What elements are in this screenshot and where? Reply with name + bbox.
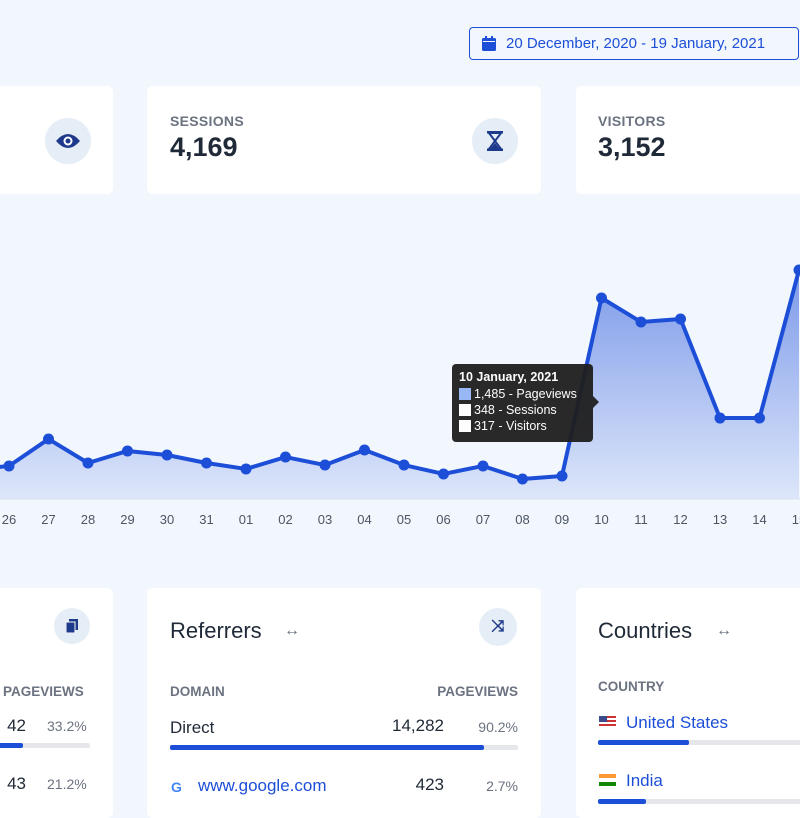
data-point (517, 473, 528, 484)
domain-header: DOMAIN (170, 684, 225, 699)
x-tick-label: 31 (199, 512, 213, 527)
referrer-link[interactable]: www.google.com (198, 776, 327, 796)
pageviews-header: PAGEVIEWS (437, 684, 518, 699)
expand-icon[interactable]: ↔ (284, 622, 300, 640)
x-tick-label: 28 (81, 512, 95, 527)
data-point (83, 457, 94, 468)
data-point (794, 264, 800, 275)
x-tick-label: 26 (2, 512, 16, 527)
pages-card: PAGEVIEWS 42 33.2% 43 21.2% (0, 588, 113, 818)
data-point (201, 457, 212, 468)
us-flag-icon (599, 716, 616, 728)
data-point (478, 460, 489, 471)
country-bar (598, 740, 800, 745)
data-point (122, 445, 133, 456)
referrer-pct: 2.7% (486, 778, 518, 794)
x-tick-label: 04 (357, 512, 371, 527)
data-point (280, 452, 291, 463)
referrer-bar (170, 745, 518, 750)
data-point (399, 460, 410, 471)
referrer-count: 14,282 (392, 716, 444, 736)
india-flag-icon (599, 774, 616, 786)
data-point (241, 463, 252, 474)
pageviews-chart (0, 0, 800, 540)
x-tick-label: 27 (41, 512, 55, 527)
tooltip-row: 348 - Sessions (474, 402, 557, 418)
x-tick-label: 30 (160, 512, 174, 527)
page-count: 42 (0, 716, 26, 736)
data-point (675, 313, 686, 324)
referrer-pct: 90.2% (478, 719, 518, 735)
page-pct: 33.2% (47, 718, 87, 734)
visitors-swatch (459, 420, 471, 432)
data-point (636, 316, 647, 327)
tooltip-row: 317 - Visitors (474, 418, 547, 434)
x-tick-label: 01 (239, 512, 253, 527)
referrer-name: Direct (170, 718, 214, 738)
x-tick-label: 08 (515, 512, 529, 527)
pageviews-header: PAGEVIEWS (3, 684, 84, 699)
tooltip-title: 10 January, 2021 (459, 370, 586, 384)
country-link[interactable]: India (626, 771, 663, 791)
data-point (320, 460, 331, 471)
referrers-card: Referrers ↔ ⤨ DOMAIN PAGEVIEWS Direct 14… (147, 588, 541, 818)
referrer-count: 423 (416, 775, 444, 795)
x-tick-label: 12 (673, 512, 687, 527)
data-point (359, 445, 370, 456)
sessions-swatch (459, 404, 471, 416)
copy-icon[interactable] (54, 608, 90, 644)
data-point (4, 460, 15, 471)
shuffle-icon[interactable]: ⤨ (479, 608, 517, 646)
page-pct: 21.2% (47, 776, 87, 792)
x-tick-label: 10 (594, 512, 608, 527)
data-point (715, 413, 726, 424)
pageviews-swatch (459, 388, 471, 400)
expand-icon[interactable]: ↔ (716, 622, 732, 640)
data-point (162, 450, 173, 461)
tooltip-row: 1,485 - Pageviews (474, 386, 577, 402)
page-count: 43 (0, 774, 26, 794)
countries-title: Countries (598, 618, 692, 644)
x-tick-label: 06 (436, 512, 450, 527)
x-tick-label: 05 (397, 512, 411, 527)
data-point (596, 293, 607, 304)
data-point (754, 413, 765, 424)
country-header: COUNTRY (598, 679, 664, 694)
data-point (557, 470, 568, 481)
x-tick-label: 09 (555, 512, 569, 527)
x-tick-label: 07 (476, 512, 490, 527)
country-link[interactable]: United States (626, 713, 728, 733)
x-tick-label: 13 (713, 512, 727, 527)
x-tick-label: 03 (318, 512, 332, 527)
x-tick-label: 11 (634, 512, 648, 527)
referrers-title: Referrers (170, 618, 262, 644)
page-bar (0, 743, 90, 748)
chart-tooltip: 10 January, 2021 1,485 - Pageviews 348 -… (452, 364, 593, 442)
countries-card: Countries ↔ COUNTRY United States India (576, 588, 800, 818)
x-tick-label: 29 (120, 512, 134, 527)
data-point (438, 468, 449, 479)
x-tick-label: 14 (752, 512, 766, 527)
x-tick-label: 15 (792, 512, 800, 527)
google-icon: G (171, 779, 182, 795)
x-tick-label: 02 (278, 512, 292, 527)
data-point (43, 434, 54, 445)
